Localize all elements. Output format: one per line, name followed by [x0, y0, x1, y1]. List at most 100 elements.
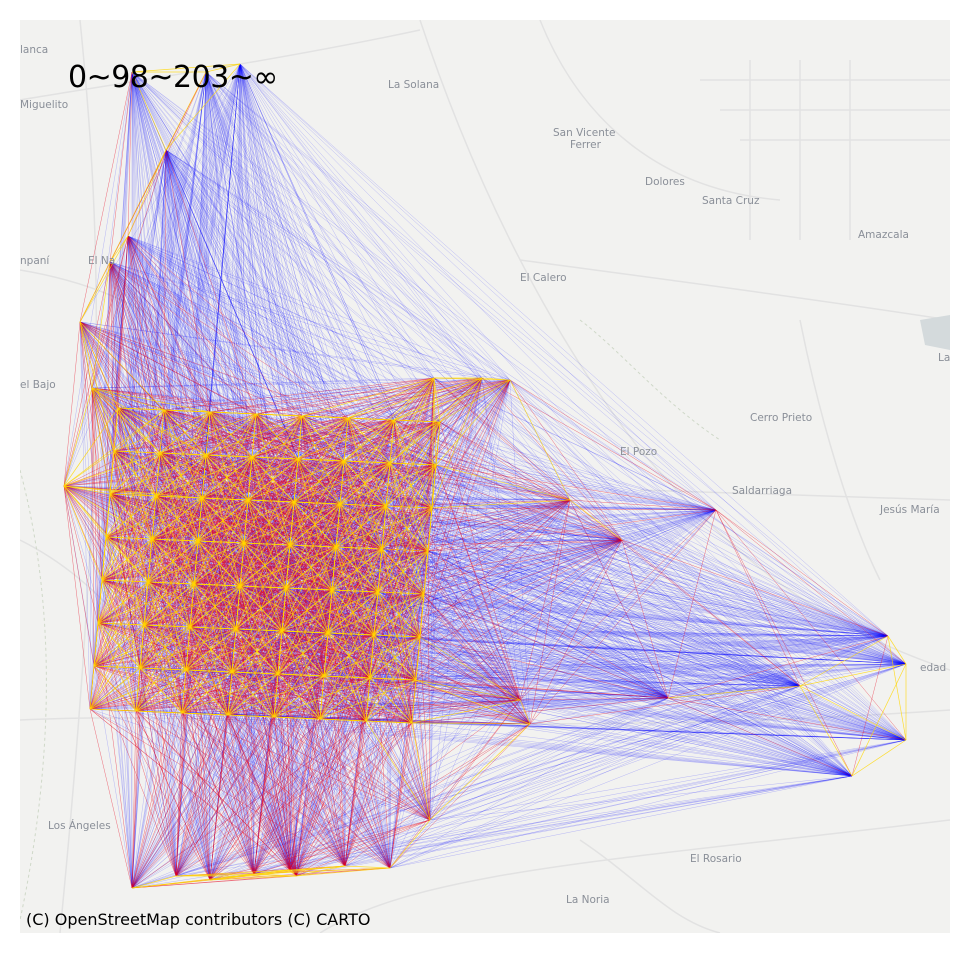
flow-edge [415, 679, 531, 725]
flow-edge [91, 387, 907, 665]
flow-edge [101, 579, 211, 881]
flow-edge [113, 71, 207, 452]
place-label: Saldarriaga [732, 485, 793, 497]
flow-edge [415, 663, 907, 681]
flow-edge [343, 379, 511, 462]
flow-edge [431, 507, 623, 541]
flow-edge [433, 377, 441, 423]
flow-edge [253, 716, 275, 875]
flow-edge [239, 63, 717, 511]
flow-edge [423, 593, 907, 665]
od-flow-network [63, 63, 907, 889]
flow-edge [175, 869, 291, 877]
flow-edge [799, 663, 907, 687]
flow-edge [621, 539, 801, 687]
flow-edge [91, 387, 349, 419]
flow-edge [63, 409, 165, 487]
flow-edge [435, 464, 889, 637]
flow-edge [165, 149, 291, 546]
flow-edge [343, 377, 435, 462]
flow-edge [331, 589, 521, 701]
flow-edge [667, 635, 889, 699]
flow-edge [335, 546, 669, 699]
flow-edge [175, 675, 325, 877]
flow-edge [63, 452, 161, 487]
flow-edge [155, 411, 211, 497]
place-label: El Na [88, 255, 116, 267]
flow-edge [91, 387, 153, 540]
flow-edge [79, 321, 395, 421]
flow-edge [79, 321, 303, 417]
flow-edge [369, 677, 431, 821]
flow-edge [277, 546, 337, 675]
map-canvas[interactable]: lanca Miguelito La Solana San Vicente Fe… [20, 20, 950, 933]
flow-edge [109, 261, 437, 466]
flow-edge [439, 421, 801, 687]
place-label: La Noria [566, 894, 610, 906]
flow-edge [419, 379, 511, 638]
flow-edge [131, 632, 329, 889]
flow-edge [429, 464, 437, 821]
flow-edge [131, 71, 345, 462]
flow-edge [253, 539, 623, 875]
flow-edge [165, 149, 349, 419]
flow-edge [427, 377, 483, 552]
flow-edge [509, 379, 801, 687]
flow-edge [165, 149, 431, 821]
flow-edge [529, 509, 717, 725]
flow-edge [131, 71, 207, 456]
flow-edge [851, 635, 889, 777]
flow-edge [295, 718, 321, 877]
flow-edge [151, 454, 207, 540]
flow-edge [433, 377, 907, 741]
flow-edge [175, 630, 283, 877]
flow-edge [343, 460, 907, 665]
flow-edge [433, 377, 511, 381]
flow-edge [63, 485, 111, 495]
flow-edge [435, 464, 717, 511]
flow-edge [373, 634, 531, 725]
flow-edge [131, 71, 437, 466]
flow-edge [127, 235, 245, 544]
flow-edge [89, 685, 801, 710]
flow-edge [433, 377, 853, 777]
flow-edge [205, 71, 571, 501]
flow-edge [109, 261, 115, 452]
flow-edge [181, 585, 241, 714]
flow-edge [209, 714, 229, 881]
flow-edge [373, 634, 907, 665]
flow-edge [389, 421, 441, 464]
flow-edge [239, 63, 521, 701]
flow-edge [205, 71, 425, 595]
flow-edge [127, 235, 183, 714]
flow-edge [415, 679, 431, 821]
flow-edge [621, 539, 907, 665]
flow-edge [89, 581, 149, 710]
flow-edge [189, 63, 241, 628]
flow-edge [277, 673, 346, 867]
flow-edge [113, 379, 511, 452]
flow-edge [205, 71, 291, 546]
flow-edge [239, 501, 295, 587]
flow-edge [227, 714, 431, 821]
flow-edge [365, 677, 371, 722]
flow-edge [127, 235, 853, 777]
flow-edge [851, 739, 907, 777]
flow-edge [239, 63, 441, 423]
flow-edge [365, 720, 431, 821]
flow-edge [175, 739, 907, 877]
flow-edge [344, 697, 669, 867]
flow-edge [63, 485, 91, 710]
flow-edge [131, 71, 303, 417]
flow-edge [239, 63, 435, 379]
flow-edge [239, 63, 889, 637]
flow-edge [93, 538, 153, 667]
flow-edge [273, 716, 853, 777]
flow-edge [389, 722, 413, 869]
flow-edge [419, 499, 571, 638]
flow-edge [163, 409, 521, 701]
flow-edge [159, 411, 211, 454]
flow-edge [131, 635, 889, 889]
flow-edge [621, 539, 907, 741]
flow-edge [301, 415, 801, 687]
